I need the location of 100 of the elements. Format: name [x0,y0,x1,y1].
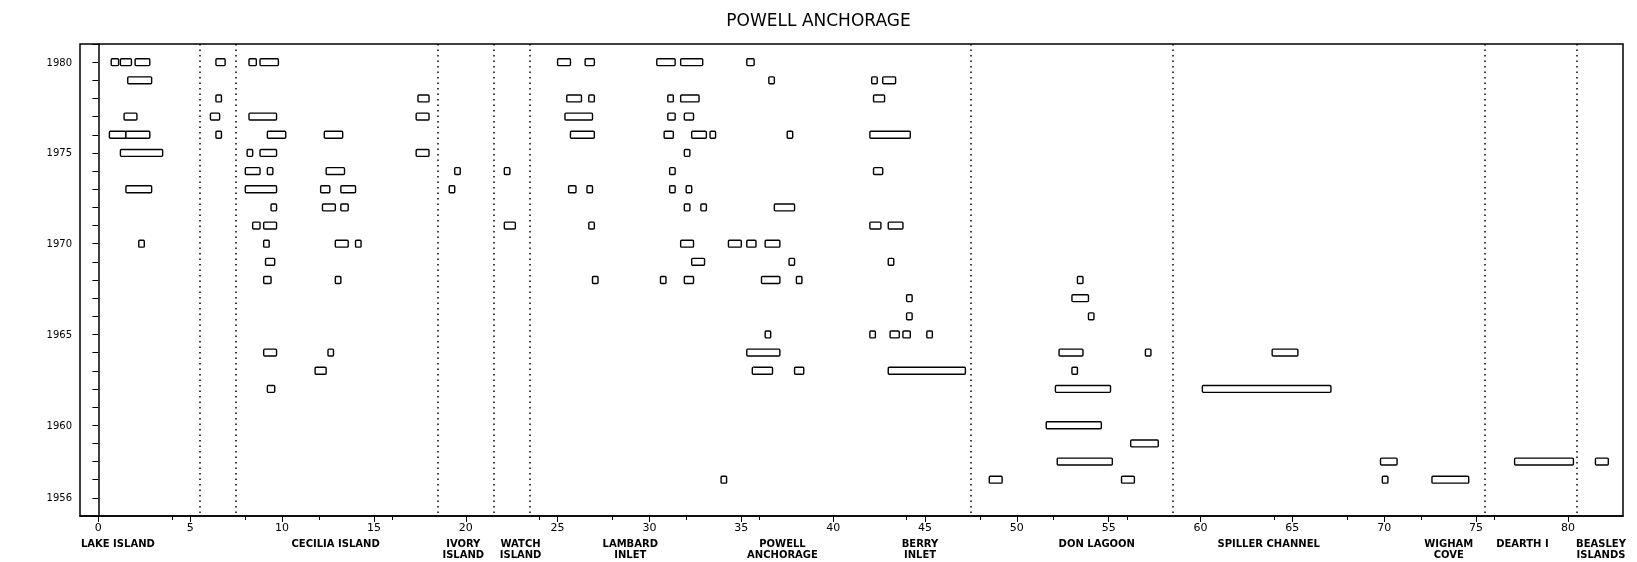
bar [869,221,882,230]
bar [125,185,153,194]
bar [679,58,704,67]
bar [321,203,337,212]
bar [1431,475,1470,484]
bar [1056,457,1114,466]
bar [334,239,349,248]
x-tick-label: 40 [826,521,841,534]
text: BEASLEY ISLANDS [1576,538,1627,560]
bar [1120,475,1136,484]
bar [751,366,774,375]
bar [1058,348,1084,357]
bar [569,130,596,139]
x-tick-label: 35 [734,521,749,534]
bar [887,366,967,375]
y-tick-label: 1975 [46,147,72,159]
bar [988,475,1003,484]
bar [746,239,757,248]
text: LAKE ISLAND [80,538,155,549]
text: SPILLER CHANNEL [1217,538,1321,549]
bar [134,58,151,67]
text: DON LAGOON [1058,538,1135,549]
bar [1201,384,1332,394]
bar [314,366,327,375]
bar [727,239,742,248]
bar [1379,457,1398,466]
bar [760,275,781,285]
bar [1594,457,1609,466]
x-tick-label: 80 [1560,521,1575,534]
x-tick-label: 0 [94,521,102,534]
bar [323,130,344,139]
bar [656,58,676,67]
y-tick-label: 1956 [46,492,72,504]
bar [415,148,430,158]
bar [259,58,280,67]
y-tick-label: 1970 [46,238,72,250]
x-tick-label: 30 [642,521,657,534]
bar [259,148,278,158]
bar [264,257,276,266]
bar [793,366,805,375]
x-tick-label: 60 [1193,521,1208,534]
bar [417,94,430,103]
bar [887,221,904,230]
bar [566,94,583,103]
bar [690,257,706,266]
text: IVORY ISLAND [442,538,485,560]
x-tick-label: 50 [1009,521,1024,534]
bar [1513,457,1575,466]
x-tick-label: 45 [917,521,932,534]
bar [690,130,708,139]
text: BERRY INLET [901,538,940,560]
bar [683,275,695,285]
y-tick-label: 1960 [46,419,72,431]
bar [340,185,357,194]
bar [872,166,884,176]
bar [209,112,221,121]
text: LAMBARD INLET [602,538,658,560]
bar [556,58,572,67]
chart-title: POWELL ANCHORAGE [726,9,911,30]
text: DEARTH I [1496,538,1549,549]
bar [889,330,900,339]
bar [869,130,911,139]
bar [679,239,695,248]
bar [244,166,261,176]
bar [244,185,278,194]
text: POWELL ANCHORAGE [747,538,819,560]
x-tick-label: 65 [1285,521,1300,534]
bar [266,130,287,139]
bar [679,94,700,103]
text: WATCH ISLAND [499,538,542,560]
x-tick-label: 55 [1101,521,1116,534]
x-tick-label: 20 [458,521,473,534]
bar [564,112,594,121]
bar [127,76,153,85]
bar [764,239,781,248]
bar [1071,294,1090,303]
bar [663,130,675,139]
x-tick-label: 5 [186,521,194,534]
bar [119,148,164,158]
bar [319,185,331,194]
bar [123,112,138,121]
x-tick-label: 75 [1469,521,1484,534]
bar [415,112,430,121]
bar [262,221,278,230]
bar [248,112,278,121]
x-tick-label: 70 [1377,521,1392,534]
bar [325,166,346,176]
bar [584,58,596,67]
bar [1045,421,1103,430]
bar [1130,439,1159,448]
bar [1271,348,1299,357]
x-tick-label: 10 [275,521,290,534]
bar [872,94,886,103]
text: WIGHAM COVE [1424,538,1474,560]
bar [215,58,226,67]
y-tick-label: 1980 [46,56,72,68]
bar [746,348,781,357]
y-tick-label: 1965 [46,328,72,340]
bar [683,112,695,121]
bar [773,203,796,212]
